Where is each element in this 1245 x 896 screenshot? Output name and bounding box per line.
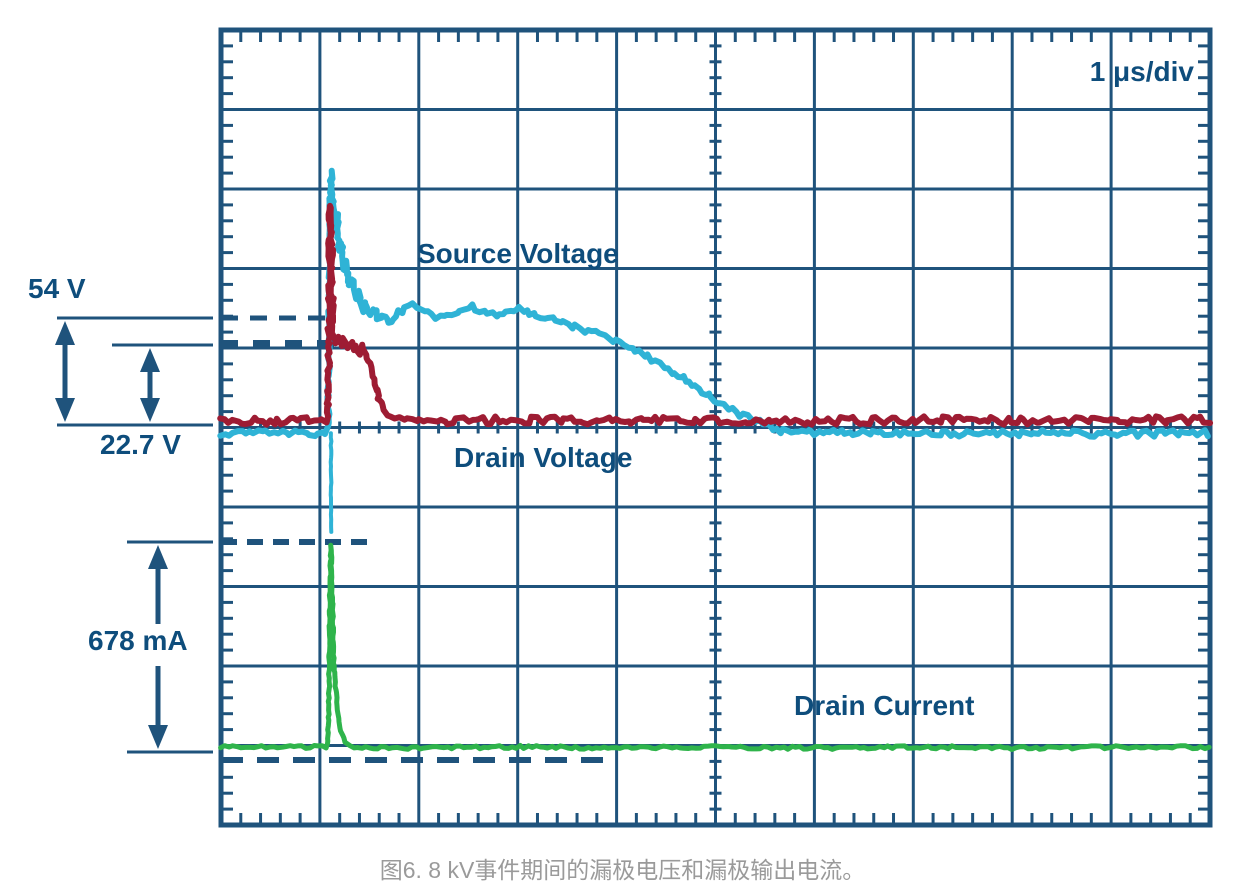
figure-caption: 图6. 8 kV事件期间的漏极电压和漏极输出电流。 <box>379 857 866 883</box>
timebase-label: 1 μs/div <box>1089 56 1194 87</box>
source-voltage-label: Source Voltage <box>417 238 619 269</box>
measurement-22-7v-label: 22.7 V <box>100 429 181 460</box>
measurement-678ma-label: 678 mA <box>88 625 188 656</box>
drain-current-label: Drain Current <box>794 690 975 721</box>
drain-voltage-label: Drain Voltage <box>454 442 633 473</box>
measurement-54v-label: 54 V <box>28 273 86 304</box>
